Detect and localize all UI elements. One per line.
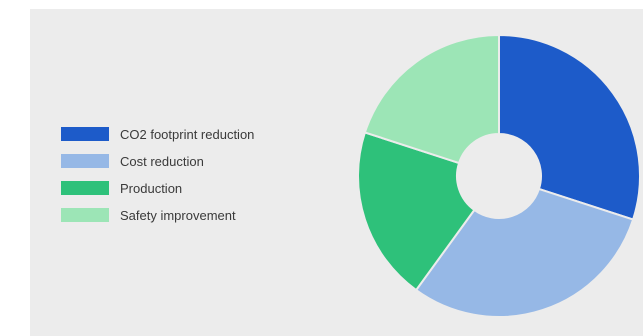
legend-item-production: Production <box>61 179 254 197</box>
slice-production <box>357 131 476 292</box>
slice-safety <box>363 33 500 165</box>
slice-cost <box>414 187 635 318</box>
legend-swatch-co2 <box>61 127 109 141</box>
legend-swatch-safety <box>61 208 109 222</box>
legend-label-cost: Cost reduction <box>120 153 204 169</box>
legend-item-safety: Safety improvement <box>61 206 254 224</box>
legend-label-safety: Safety improvement <box>120 207 236 223</box>
legend-item-cost: Cost reduction <box>61 152 254 170</box>
slice-co2 <box>498 33 641 221</box>
legend-swatch-production <box>61 181 109 195</box>
legend: CO2 footprint reduction Cost reduction P… <box>61 125 254 224</box>
legend-label-co2: CO2 footprint reduction <box>120 126 255 142</box>
legend-item-co2: CO2 footprint reduction <box>61 125 254 143</box>
legend-label-production: Production <box>120 180 183 196</box>
legend-swatch-cost <box>61 154 109 168</box>
